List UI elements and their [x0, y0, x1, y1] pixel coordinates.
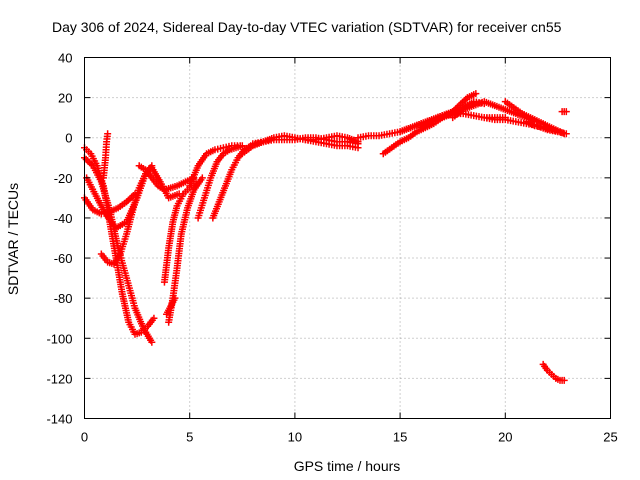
tick-layer: 0 5 10 15 20 25 40 20 0 -20 -40 -60 -80 -100 -120 -140 — [46, 51, 617, 445]
series-track-17 — [354, 108, 457, 142]
series-track-5 — [97, 162, 156, 268]
series-track-16 — [301, 136, 362, 152]
y-tick-label: 40 — [58, 51, 72, 66]
grid-layer — [84, 57, 611, 419]
data-point — [86, 159, 94, 167]
x-tick-label: 5 — [186, 430, 193, 445]
data-point — [460, 97, 468, 105]
y-tick-label: -120 — [46, 371, 72, 386]
y-tick-label: -20 — [54, 171, 73, 186]
data-point — [354, 144, 362, 152]
plot-frame — [84, 57, 611, 419]
y-axis-label: SDTVAR / TECUs — [5, 183, 21, 295]
y-tick-label: 0 — [65, 131, 72, 146]
x-tick-label: 15 — [393, 430, 407, 445]
data-point — [82, 155, 90, 163]
x-tick-label: 25 — [603, 430, 617, 445]
data-point — [560, 376, 568, 384]
data-point — [148, 162, 156, 170]
chart-title: Day 306 of 2024, Sidereal Day-to-day VTE… — [52, 19, 562, 35]
series-track-9 — [165, 174, 206, 326]
data-point — [126, 195, 134, 203]
y-tick-label: -100 — [46, 331, 72, 346]
data-point — [171, 294, 179, 302]
series-track-4 — [81, 190, 139, 218]
series-track-10 — [163, 294, 179, 318]
series-track-26 — [539, 360, 568, 384]
y-tick-label: -40 — [54, 211, 73, 226]
x-tick-label: 20 — [498, 430, 512, 445]
x-tick-label: 0 — [81, 430, 88, 445]
series-track-6 — [99, 130, 112, 182]
y-tick-label: -140 — [46, 412, 72, 427]
series-track-25 — [558, 108, 570, 116]
data-point — [198, 174, 206, 182]
data-point — [560, 130, 568, 138]
data-layer — [81, 90, 570, 384]
y-tick-label: 20 — [58, 91, 72, 106]
series-track-13 — [186, 142, 244, 190]
data-point — [150, 314, 158, 322]
data-point — [148, 338, 156, 346]
y-tick-label: -80 — [54, 291, 73, 306]
series-track-2 — [81, 154, 156, 346]
data-point — [556, 128, 564, 136]
data-point — [562, 108, 570, 116]
series-track-24 — [522, 118, 564, 136]
y-tick-label: -60 — [54, 251, 73, 266]
x-axis-label: GPS time / hours — [294, 458, 401, 474]
data-point — [236, 142, 244, 150]
data-point — [472, 90, 480, 98]
data-point — [104, 130, 112, 138]
x-tick-label: 10 — [288, 430, 302, 445]
series-track-22 — [480, 114, 570, 138]
